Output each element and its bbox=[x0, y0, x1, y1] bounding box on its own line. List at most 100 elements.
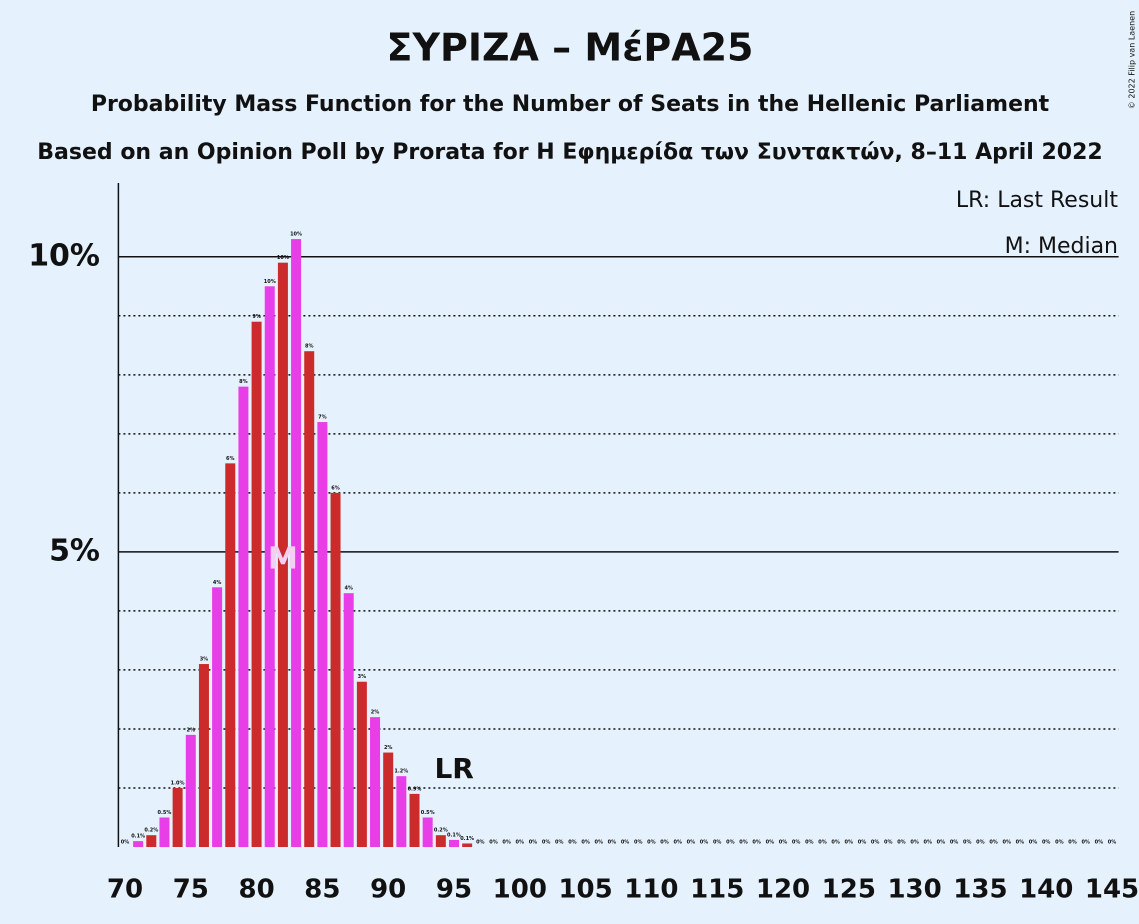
bar bbox=[291, 239, 302, 847]
value-label: 1.0% bbox=[171, 780, 185, 786]
value-label: 0% bbox=[660, 840, 669, 846]
value-label: 0% bbox=[1081, 840, 1090, 846]
value-label: 0% bbox=[792, 840, 801, 846]
value-label: 0% bbox=[779, 840, 788, 846]
value-label: 0% bbox=[516, 840, 525, 846]
value-label: 0% bbox=[700, 840, 709, 846]
bar bbox=[264, 286, 275, 847]
value-label: 0.2% bbox=[434, 828, 448, 834]
value-label: 0% bbox=[595, 840, 604, 846]
value-label: 0% bbox=[687, 840, 696, 846]
value-label: 0.9% bbox=[408, 786, 422, 792]
value-label: 0% bbox=[568, 840, 577, 846]
bar bbox=[251, 321, 262, 847]
bar bbox=[212, 587, 223, 847]
value-label: 10% bbox=[277, 255, 289, 261]
value-label: 2% bbox=[371, 710, 380, 716]
chart-title: ΣΥΡΙΖΑ – ΜέΡΑ25 bbox=[387, 26, 754, 70]
bar bbox=[146, 835, 157, 847]
value-label: 0% bbox=[976, 840, 985, 846]
bar bbox=[356, 681, 367, 847]
value-label: 0% bbox=[726, 840, 735, 846]
value-label: 2% bbox=[187, 727, 196, 733]
value-label: 9% bbox=[252, 314, 261, 320]
x-tick-label: 80 bbox=[238, 875, 274, 905]
value-label: 0.1% bbox=[447, 832, 461, 838]
value-label: 8% bbox=[239, 379, 248, 385]
value-label: 0% bbox=[476, 840, 485, 846]
bar bbox=[159, 817, 170, 847]
y-tick-label: 10% bbox=[28, 238, 100, 273]
subtitle: Probability Mass Function for the Number… bbox=[91, 92, 1050, 117]
legend-entry: M: Median bbox=[1005, 234, 1118, 259]
value-label: 0% bbox=[621, 840, 630, 846]
x-tick-label: 105 bbox=[558, 875, 612, 905]
bar bbox=[448, 839, 459, 847]
bar bbox=[383, 752, 394, 847]
bar bbox=[133, 841, 144, 847]
value-label: 4% bbox=[213, 580, 222, 586]
x-tick-label: 90 bbox=[370, 875, 406, 905]
value-label: 3% bbox=[358, 674, 367, 680]
x-tick-label: 130 bbox=[887, 875, 941, 905]
value-label: 0% bbox=[608, 840, 617, 846]
value-label: 0% bbox=[529, 840, 538, 846]
value-label: 0% bbox=[1108, 840, 1117, 846]
value-label: 0% bbox=[647, 840, 656, 846]
value-label: 0% bbox=[845, 840, 854, 846]
value-label: 0% bbox=[910, 840, 919, 846]
value-label: 0.5% bbox=[421, 810, 435, 816]
value-label: 8% bbox=[305, 344, 314, 350]
value-label: 0% bbox=[673, 840, 682, 846]
x-tick-label: 110 bbox=[624, 875, 678, 905]
bar bbox=[185, 734, 196, 847]
value-label: 0.1% bbox=[131, 834, 145, 840]
value-label: 0% bbox=[713, 840, 722, 846]
x-tick-label: 115 bbox=[690, 875, 744, 905]
bar bbox=[238, 386, 249, 847]
value-label: 0% bbox=[805, 840, 814, 846]
value-label: 0% bbox=[581, 840, 590, 846]
last-result-marker: LR bbox=[434, 752, 473, 785]
x-tick-label: 120 bbox=[756, 875, 810, 905]
value-label: 0% bbox=[1002, 840, 1011, 846]
value-label: 0% bbox=[1055, 840, 1064, 846]
value-label: 0% bbox=[752, 840, 761, 846]
value-label: 6% bbox=[226, 456, 235, 462]
value-label: 0% bbox=[937, 840, 946, 846]
bar bbox=[172, 787, 183, 847]
value-label: 6% bbox=[331, 485, 340, 491]
bar bbox=[462, 843, 473, 847]
bar bbox=[422, 817, 433, 847]
value-label: 0% bbox=[871, 840, 880, 846]
value-label: 0% bbox=[1016, 840, 1025, 846]
value-label: 0% bbox=[542, 840, 551, 846]
copyright: © 2022 Filip van Laenen bbox=[1128, 11, 1137, 109]
value-label: 1.2% bbox=[394, 769, 408, 775]
bar bbox=[317, 422, 328, 847]
value-label: 3% bbox=[200, 657, 209, 663]
x-tick-label: 140 bbox=[1019, 875, 1073, 905]
bar bbox=[409, 793, 420, 847]
x-tick-label: 125 bbox=[822, 875, 876, 905]
value-label: 0% bbox=[884, 840, 893, 846]
bar bbox=[304, 351, 315, 847]
value-label: 0% bbox=[1029, 840, 1038, 846]
bar bbox=[330, 492, 341, 847]
value-label: 2% bbox=[384, 745, 393, 751]
x-tick-label: 75 bbox=[173, 875, 209, 905]
value-label: 10% bbox=[264, 279, 276, 285]
value-label: 0% bbox=[924, 840, 933, 846]
bar bbox=[225, 463, 236, 847]
bar bbox=[435, 835, 446, 847]
value-label: 0% bbox=[858, 840, 867, 846]
value-label: 0% bbox=[897, 840, 906, 846]
bar bbox=[198, 664, 209, 847]
value-label: 0% bbox=[963, 840, 972, 846]
legend-entry: LR: Last Result bbox=[956, 188, 1118, 213]
y-tick-label: 5% bbox=[49, 533, 100, 568]
x-tick-label: 70 bbox=[107, 875, 143, 905]
bar bbox=[343, 593, 354, 847]
bar bbox=[277, 262, 288, 847]
